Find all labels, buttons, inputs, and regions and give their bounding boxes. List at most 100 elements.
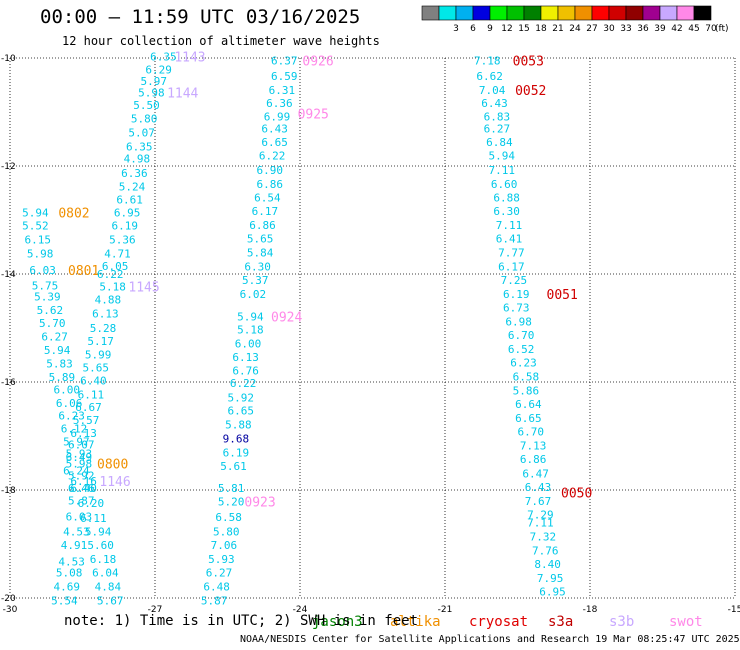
data-point-s3a: 7.67 (525, 495, 552, 508)
data-point-s3a: 7.04 (479, 84, 506, 97)
data-point-swot: 9.68 (223, 433, 250, 446)
legend-swatch (659, 5, 678, 21)
data-point-altika: 4.69 (54, 581, 81, 594)
data-point-s3a: 6.86 (520, 453, 547, 466)
data-point-s3b: 6.13 (92, 307, 119, 320)
data-point-s3b: 6.20 (78, 497, 105, 510)
y-tick-label: -14 (1, 270, 16, 280)
data-point-swot: 6.58 (215, 511, 242, 524)
data-point-s3b: 5.60 (87, 539, 114, 552)
y-tick-label: -16 (1, 378, 16, 388)
pass-label-swot: 0925 (298, 108, 329, 123)
data-point-s3b: 5.28 (90, 322, 117, 335)
data-point-s3a: 6.60 (491, 178, 517, 191)
satellite-legend-jason3: jason3 (312, 614, 363, 630)
satellite-legend-swot: swot (669, 614, 703, 630)
data-point-s3a: 5.86 (513, 385, 540, 398)
data-point-altika: 5.93 (66, 447, 93, 460)
data-point-s3b: 6.40 (70, 482, 97, 495)
legend-swatch (574, 5, 593, 21)
data-point-altika: 5.70 (39, 317, 66, 330)
data-point-swot: 6.54 (254, 191, 281, 204)
legend-swatch (523, 5, 542, 21)
data-point-s3b: 5.94 (85, 526, 112, 539)
pass-label-s3b: 1144 (167, 87, 198, 102)
pass-label-s3b: 1146 (99, 475, 130, 490)
data-point-s3b: 4.84 (95, 581, 122, 594)
data-point-s3b: 6.29 (145, 63, 172, 76)
data-point-swot: 5.18 (237, 324, 264, 337)
data-point-swot: 5.93 (208, 553, 235, 566)
data-point-swot: 5.84 (247, 246, 274, 259)
satellite-legend-cryosat: cryosat (469, 614, 528, 630)
legend-tick-label: 30 (603, 24, 615, 34)
data-point-s3a: 6.64 (515, 398, 542, 411)
data-point-s3b: 6.16 (70, 475, 97, 488)
data-point-s3b: 6.61 (116, 193, 143, 206)
data-point-swot: 6.65 (228, 405, 255, 418)
data-point-altika: 5.62 (37, 304, 64, 317)
data-point-swot: 5.87 (201, 595, 228, 608)
data-point-s3b: 6.11 (78, 388, 105, 401)
data-point-s3a: 6.84 (486, 136, 513, 149)
data-point-s3a: 6.58 (513, 371, 540, 384)
data-point-s3b: 5.36 (109, 233, 136, 246)
data-point-swot: 6.90 (257, 164, 284, 177)
data-point-altika: 5.87 (68, 494, 95, 507)
data-point-altika: 5.89 (49, 371, 76, 384)
data-point-s3a: 6.62 (476, 70, 503, 83)
y-tick-label: -12 (1, 162, 16, 172)
data-point-s3a: 6.47 (522, 467, 549, 480)
x-tick-label: -27 (148, 605, 163, 615)
legend-tick-label: 9 (487, 24, 493, 34)
data-point-s3b: 5.17 (87, 335, 114, 348)
data-point-swot: 5.37 (242, 274, 269, 287)
data-point-altika: 6.15 (25, 233, 52, 246)
data-point-s3b: 6.18 (90, 553, 117, 566)
legend-tick-label: 21 (552, 24, 563, 34)
legend-tick-label: 70 (705, 24, 717, 34)
data-point-altika: 5.52 (22, 219, 49, 232)
data-point-s3a: 6.83 (484, 110, 511, 123)
data-point-s3a: 6.73 (503, 301, 530, 314)
satellite-legend-s3a: s3a (548, 614, 573, 630)
data-point-altika: 5.08 (56, 567, 83, 580)
x-tick-label: -21 (438, 605, 453, 615)
y-tick-label: -20 (1, 594, 16, 604)
legend-tick-label: 12 (501, 24, 512, 34)
data-point-swot: 5.80 (213, 526, 240, 539)
data-point-s3a: 6.43 (525, 481, 552, 494)
data-point-s3a: 7.76 (532, 544, 559, 557)
data-point-s3b: 5.99 (85, 348, 112, 361)
data-point-s3b: 6.35 (126, 141, 153, 154)
data-point-altika: 5.54 (51, 595, 78, 608)
data-point-s3a: 6.41 (496, 232, 523, 245)
data-point-s3b: 6.19 (112, 219, 139, 232)
data-point-s3b: 4.98 (124, 152, 151, 165)
data-point-swot: 6.36 (266, 97, 293, 110)
satellite-legend-s3b: s3b (609, 614, 634, 630)
legend-tick-label: 45 (688, 24, 699, 34)
pass-label-altika: 0802 (58, 206, 89, 221)
legend-unit-label: (ft) (715, 24, 729, 34)
data-point-s3a: 6.17 (498, 260, 524, 273)
satellite-legend-altika: altika (390, 614, 441, 630)
data-point-s3b: 6.04 (92, 567, 119, 580)
data-point-s3b: 5.98 (138, 87, 165, 100)
data-point-swot: 6.99 (264, 110, 291, 123)
data-point-s3b: 6.24 (63, 465, 90, 478)
legend-tick-label: 36 (637, 24, 649, 34)
data-point-s3a: 6.70 (508, 329, 535, 342)
data-point-swot: 6.17 (252, 205, 279, 218)
data-point-swot: 6.22 (230, 377, 257, 390)
data-point-altika: 5.39 (34, 291, 61, 304)
data-point-s3b: 5.57 (73, 414, 100, 427)
legend-tick-label: 42 (671, 24, 682, 34)
data-point-s3a: 6.98 (505, 316, 531, 329)
legend-swatch (693, 5, 712, 21)
data-point-s3b: 5.07 (128, 127, 155, 140)
data-point-altika: 6.03 (29, 264, 56, 277)
data-point-s3b: 5.67 (97, 595, 124, 608)
legend-swatch (540, 5, 559, 21)
